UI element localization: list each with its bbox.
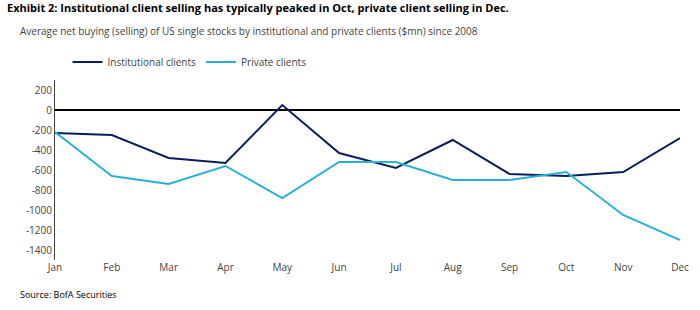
svg-text:Oct: Oct bbox=[558, 260, 575, 274]
svg-text:-1000: -1000 bbox=[26, 203, 52, 217]
svg-text:Exhibit 2: Institutional clien: Exhibit 2: Institutional client selling … bbox=[7, 0, 509, 15]
svg-text:-200: -200 bbox=[32, 123, 53, 137]
svg-text:Jun: Jun bbox=[331, 260, 347, 274]
svg-text:0: 0 bbox=[46, 103, 52, 117]
svg-text:-600: -600 bbox=[32, 163, 53, 177]
svg-text:Jan: Jan bbox=[47, 260, 62, 274]
svg-text:-800: -800 bbox=[32, 183, 53, 197]
svg-text:-400: -400 bbox=[32, 143, 53, 157]
svg-text:Nov: Nov bbox=[614, 260, 633, 274]
svg-text:Dec: Dec bbox=[671, 260, 689, 274]
svg-text:Institutional clients: Institutional clients bbox=[108, 55, 197, 69]
svg-text:Mar: Mar bbox=[159, 260, 178, 274]
svg-text:Private clients: Private clients bbox=[241, 55, 306, 69]
svg-text:-1200: -1200 bbox=[26, 223, 52, 237]
svg-text:Sep: Sep bbox=[501, 260, 518, 274]
svg-text:Jul: Jul bbox=[389, 260, 401, 274]
svg-text:Source: BofA Securities: Source: BofA Securities bbox=[20, 288, 117, 301]
svg-text:Apr: Apr bbox=[217, 260, 234, 274]
svg-text:Feb: Feb bbox=[103, 260, 120, 274]
svg-text:-1400: -1400 bbox=[26, 243, 52, 257]
svg-text:Average net buying (selling) o: Average net buying (selling) of US singl… bbox=[20, 24, 478, 38]
svg-text:200: 200 bbox=[35, 83, 52, 97]
svg-text:May: May bbox=[272, 260, 293, 274]
svg-text:Aug: Aug bbox=[444, 260, 462, 274]
